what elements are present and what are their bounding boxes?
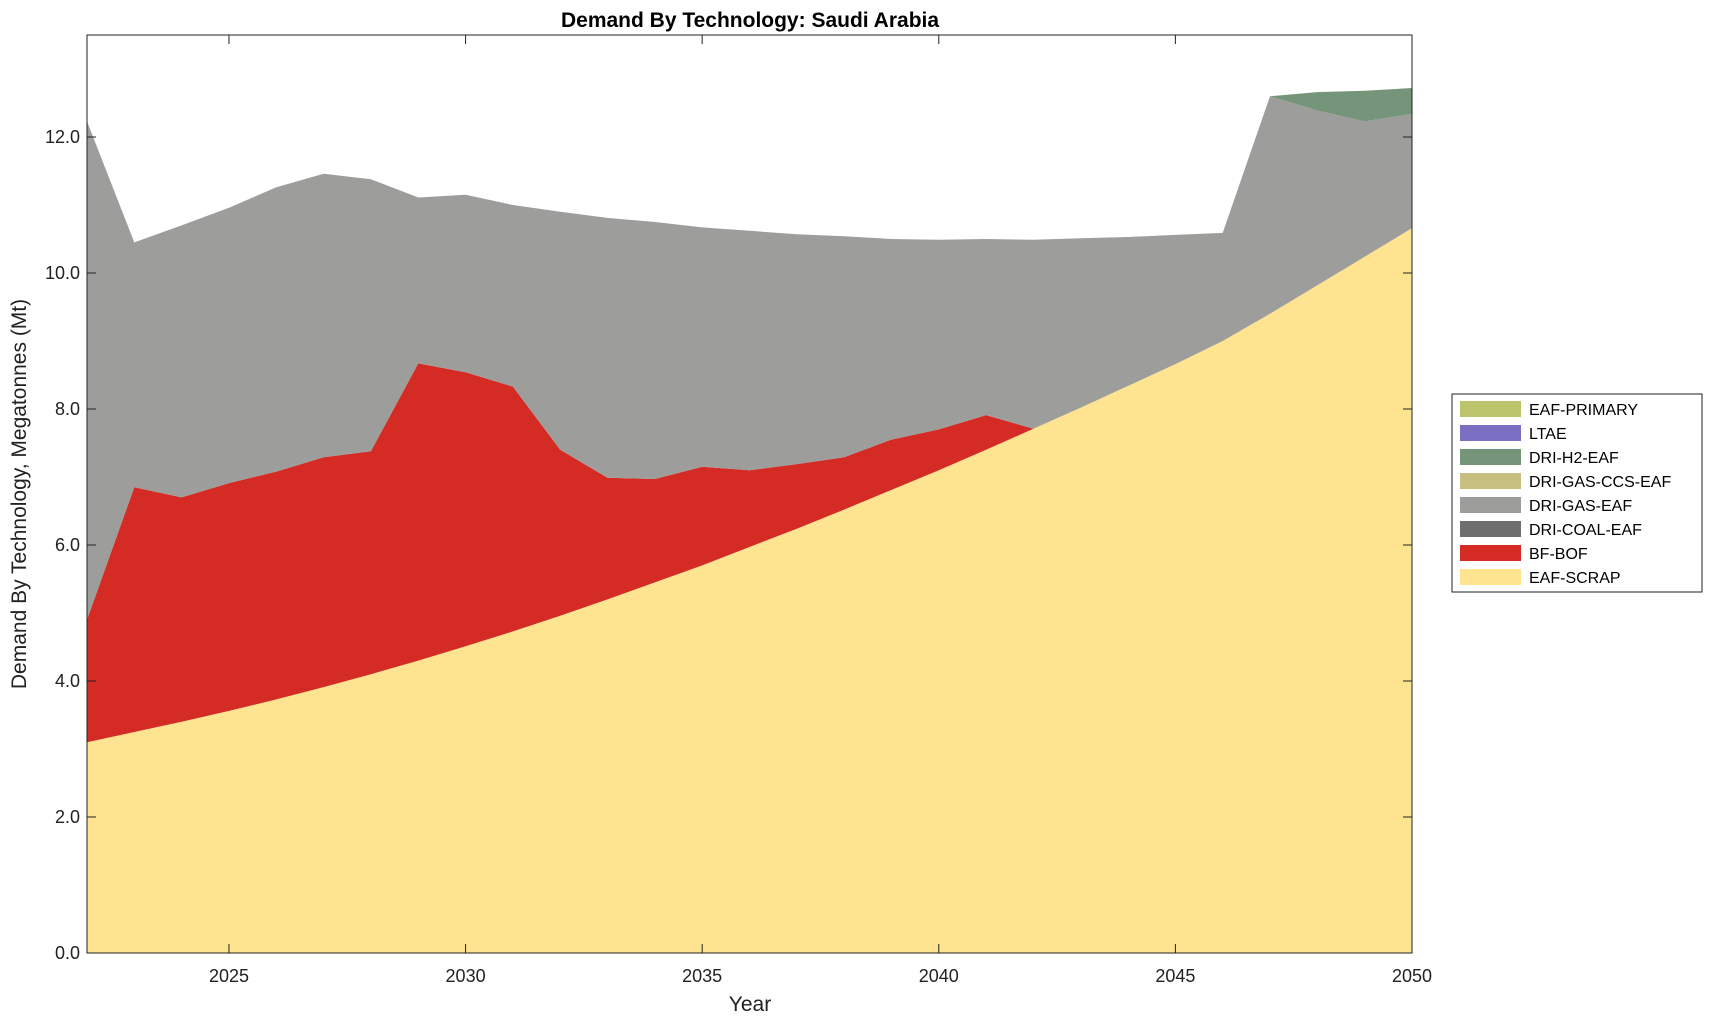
legend-swatch-bf-bof bbox=[1460, 545, 1521, 561]
y-tick-label: 10.0 bbox=[45, 263, 80, 283]
legend-label-eaf-scrap: EAF-SCRAP bbox=[1529, 570, 1621, 587]
y-tick-label: 6.0 bbox=[55, 535, 80, 555]
x-axis: 2025 2030 2035 2040 2045 2050 bbox=[209, 35, 1432, 986]
y-tick-label: 0.0 bbox=[55, 943, 80, 963]
legend-label-eaf-primary: EAF-PRIMARY bbox=[1529, 402, 1638, 419]
area-series-group bbox=[87, 88, 1412, 954]
x-tick-label: 2040 bbox=[919, 966, 959, 986]
y-tick-label: 4.0 bbox=[55, 671, 80, 691]
legend-label-dri-h2-eaf: DRI-H2-EAF bbox=[1529, 450, 1619, 467]
legend-label-dri-gas-eaf: DRI-GAS-EAF bbox=[1529, 498, 1632, 515]
plot-frame bbox=[86, 34, 1413, 954]
y-tick-label: 2.0 bbox=[55, 807, 80, 827]
area-bf-bof bbox=[87, 228, 1412, 743]
legend-swatch-eaf-primary bbox=[1460, 401, 1521, 417]
x-tick-label: 2045 bbox=[1155, 966, 1195, 986]
legend-swatch-dri-gas-eaf bbox=[1460, 497, 1521, 513]
y-tick-label: 8.0 bbox=[55, 399, 80, 419]
x-tick-label: 2025 bbox=[209, 966, 249, 986]
area-dri-gas-eaf bbox=[87, 96, 1412, 620]
y-tick-label: 12.0 bbox=[45, 127, 80, 147]
x-tick-label: 2050 bbox=[1392, 966, 1432, 986]
legend-label-dri-gas-ccs-eaf: DRI-GAS-CCS-EAF bbox=[1529, 474, 1671, 491]
chart-title: Demand By Technology: Saudi Arabia bbox=[561, 9, 939, 32]
legend-label-bf-bof: BF-BOF bbox=[1529, 546, 1588, 563]
legend-swatch-dri-gas-ccs-eaf bbox=[1460, 473, 1521, 489]
legend-swatch-dri-h2-eaf bbox=[1460, 449, 1521, 465]
legend-swatch-dri-coal-eaf bbox=[1460, 521, 1521, 537]
area-eaf-scrap bbox=[87, 228, 1412, 954]
y-axis: 0.0 2.0 4.0 6.0 8.0 10.0 12.0 bbox=[45, 127, 1412, 963]
legend-swatch-ltae bbox=[1460, 425, 1521, 441]
legend-label-dri-coal-eaf: DRI-COAL-EAF bbox=[1529, 522, 1642, 539]
legend: EAF-PRIMARY LTAE DRI-H2-EAF DRI-GAS-CCS-EAF… bbox=[1451, 393, 1703, 593]
legend-label-ltae: LTAE bbox=[1529, 426, 1567, 443]
x-tick-label: 2035 bbox=[682, 966, 722, 986]
x-tick-label: 2030 bbox=[446, 966, 486, 986]
legend-swatch-eaf-scrap bbox=[1460, 569, 1521, 585]
y-axis-label: Demand By Technology, Megatonnes (Mt) bbox=[8, 299, 31, 689]
x-axis-label: Year bbox=[729, 993, 771, 1016]
